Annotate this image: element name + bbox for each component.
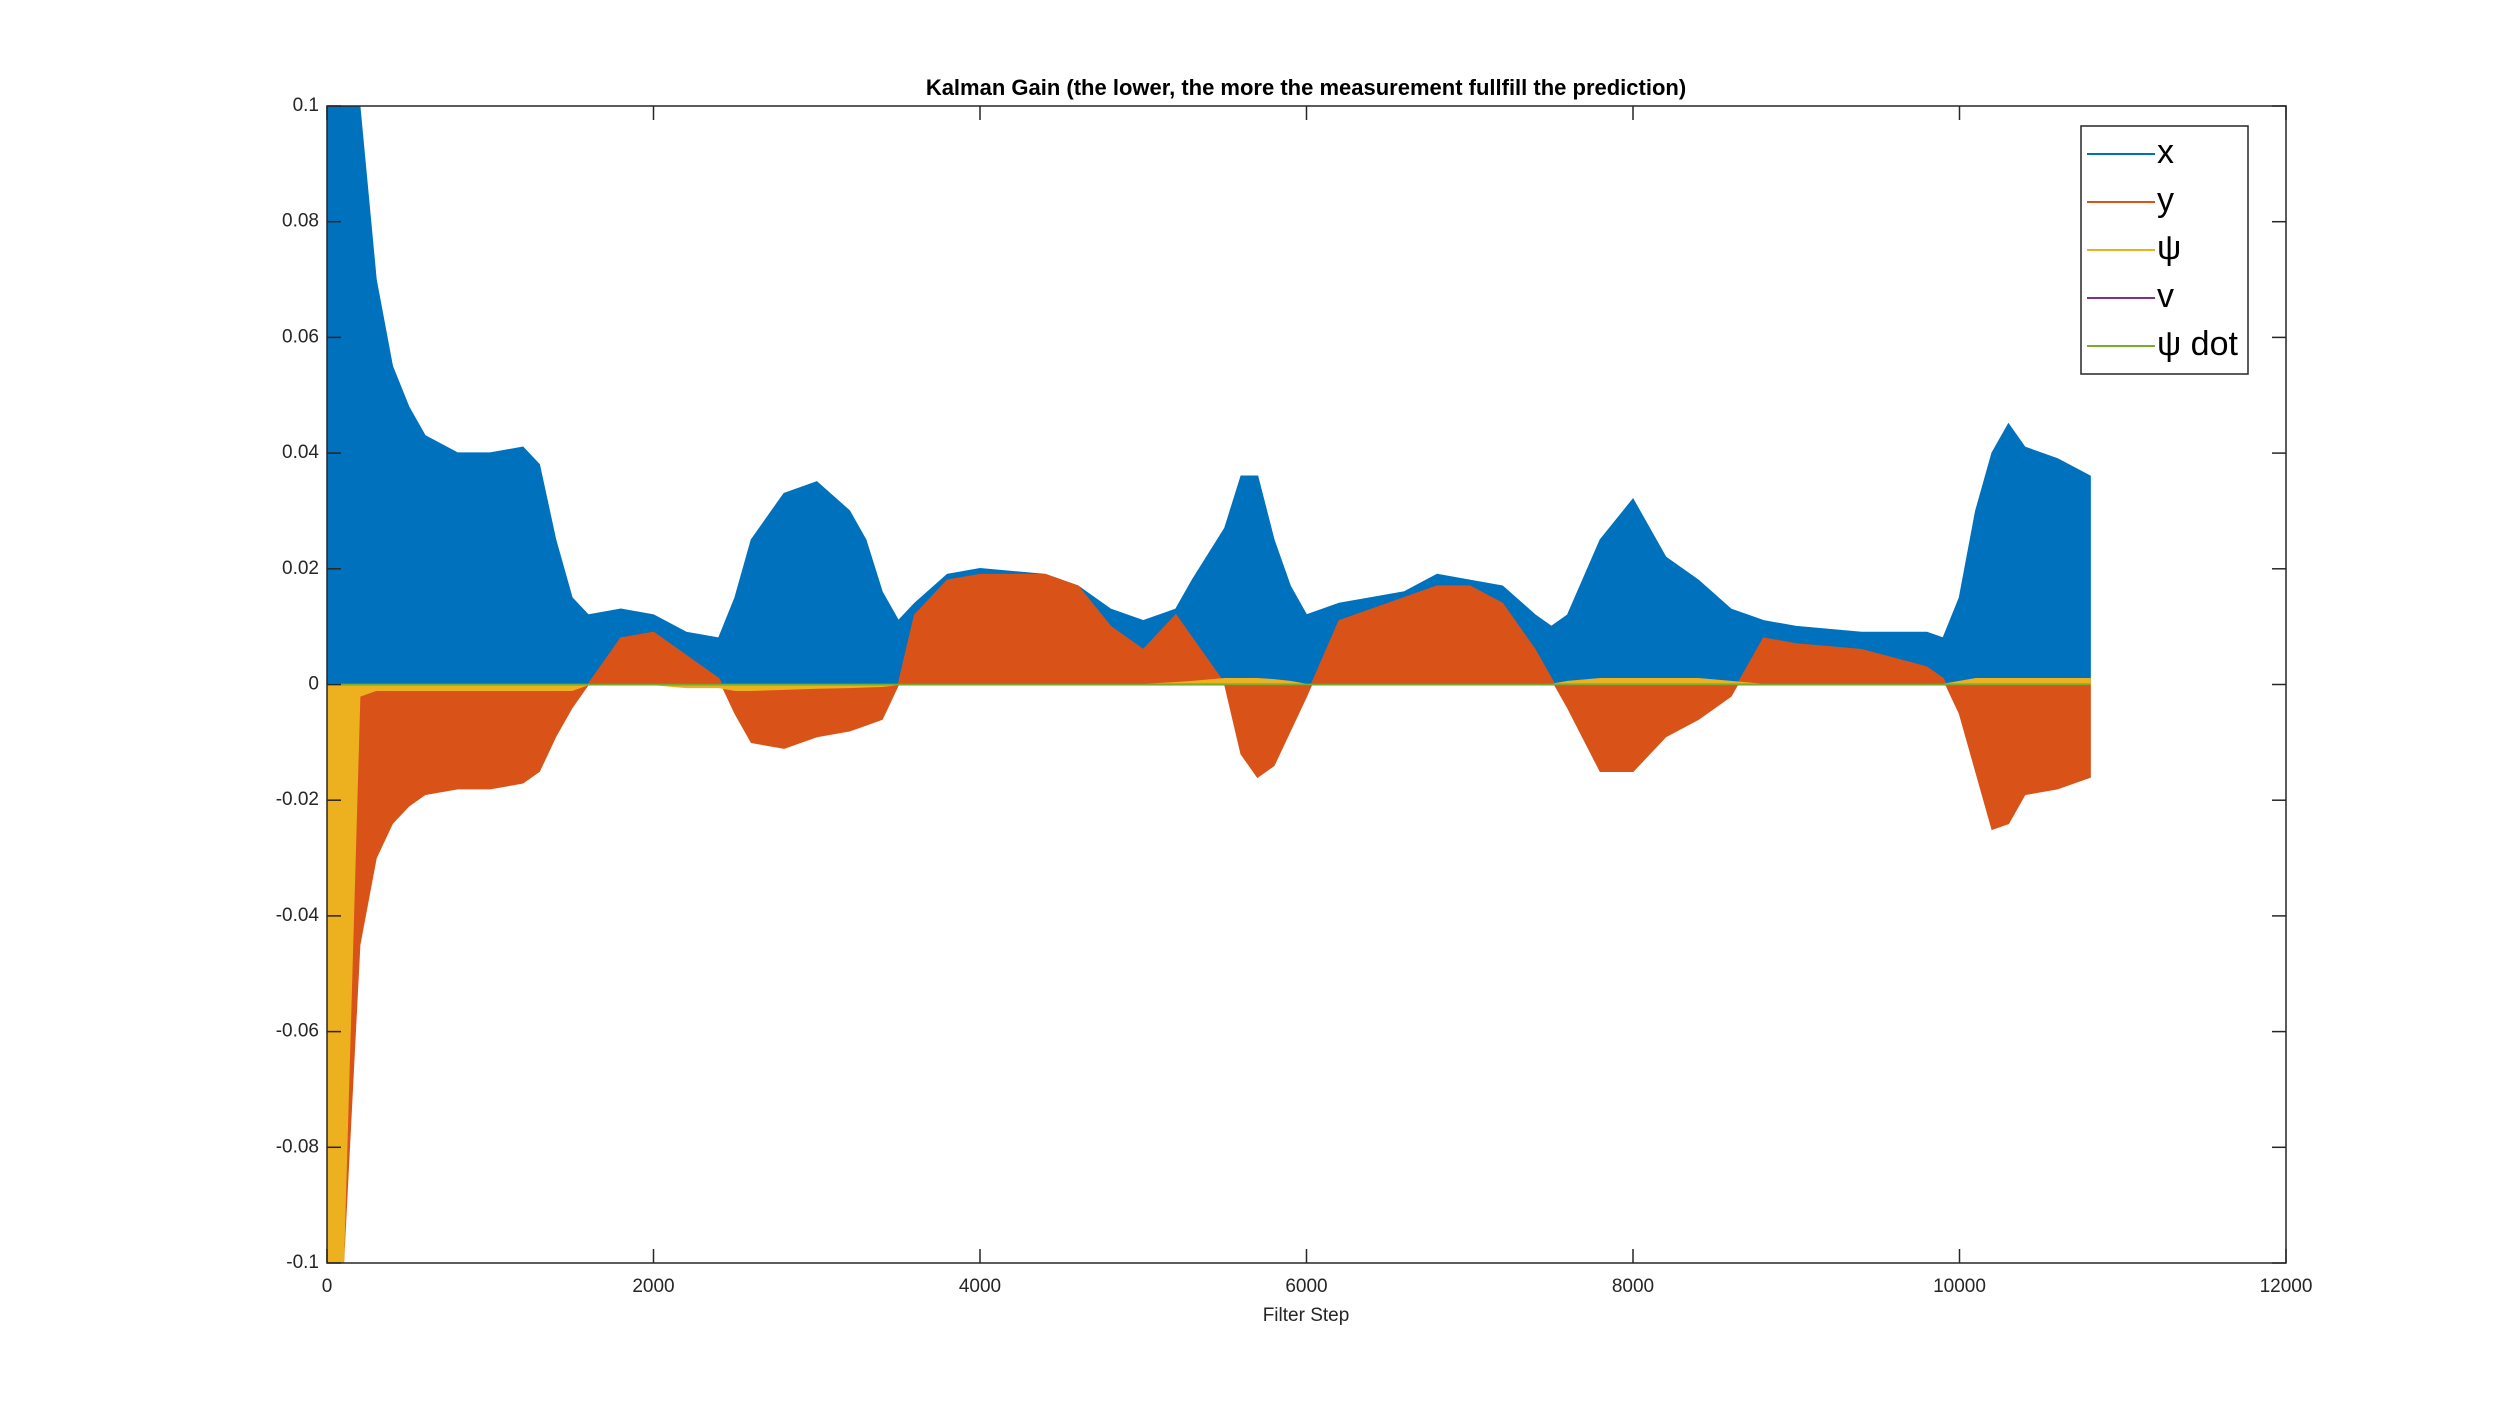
y-tick-label: 0.04 bbox=[282, 442, 319, 463]
legend-label: ψ dot bbox=[2157, 325, 2239, 363]
series-area bbox=[327, 573, 2091, 1263]
x-tick-label: 4000 bbox=[959, 1276, 1001, 1297]
y-tick-label: -0.08 bbox=[276, 1136, 319, 1157]
series-area bbox=[327, 106, 2091, 686]
series-layer bbox=[327, 106, 2091, 1263]
y-tick-label: -0.02 bbox=[276, 789, 319, 810]
x-tick-label: 10000 bbox=[1933, 1276, 1986, 1297]
y-tick-label: 0.02 bbox=[282, 558, 319, 579]
y-tick-label: -0.1 bbox=[286, 1252, 319, 1273]
x-tick-label: 12000 bbox=[2260, 1276, 2313, 1297]
legend-label: ψ bbox=[2157, 229, 2181, 267]
chart-title: Kalman Gain (the lower, the more the mea… bbox=[926, 75, 1686, 100]
y-tick-label: 0.08 bbox=[282, 211, 319, 232]
x-tick-label: 8000 bbox=[1612, 1276, 1654, 1297]
y-tick-label: -0.06 bbox=[276, 1021, 319, 1042]
y-tick-label: -0.04 bbox=[276, 905, 320, 926]
x-tick-label: 6000 bbox=[1285, 1276, 1327, 1297]
legend-label: v bbox=[2157, 277, 2174, 315]
x-tick-label: 2000 bbox=[632, 1276, 674, 1297]
x-axis-label: Filter Step bbox=[1263, 1305, 1350, 1326]
y-tick-label: 0.1 bbox=[293, 95, 319, 116]
legend-label: x bbox=[2157, 133, 2174, 171]
y-tick-label: 0.06 bbox=[282, 326, 319, 347]
axes: -0.1 -0.08 -0.06 -0.04 -0.02 0 0.02 0.04 0.06 0.0… bbox=[276, 95, 2313, 1297]
legend-label: y bbox=[2157, 181, 2174, 219]
y-tick-label: 0 bbox=[308, 674, 319, 695]
x-tick-label: 0 bbox=[322, 1276, 333, 1297]
